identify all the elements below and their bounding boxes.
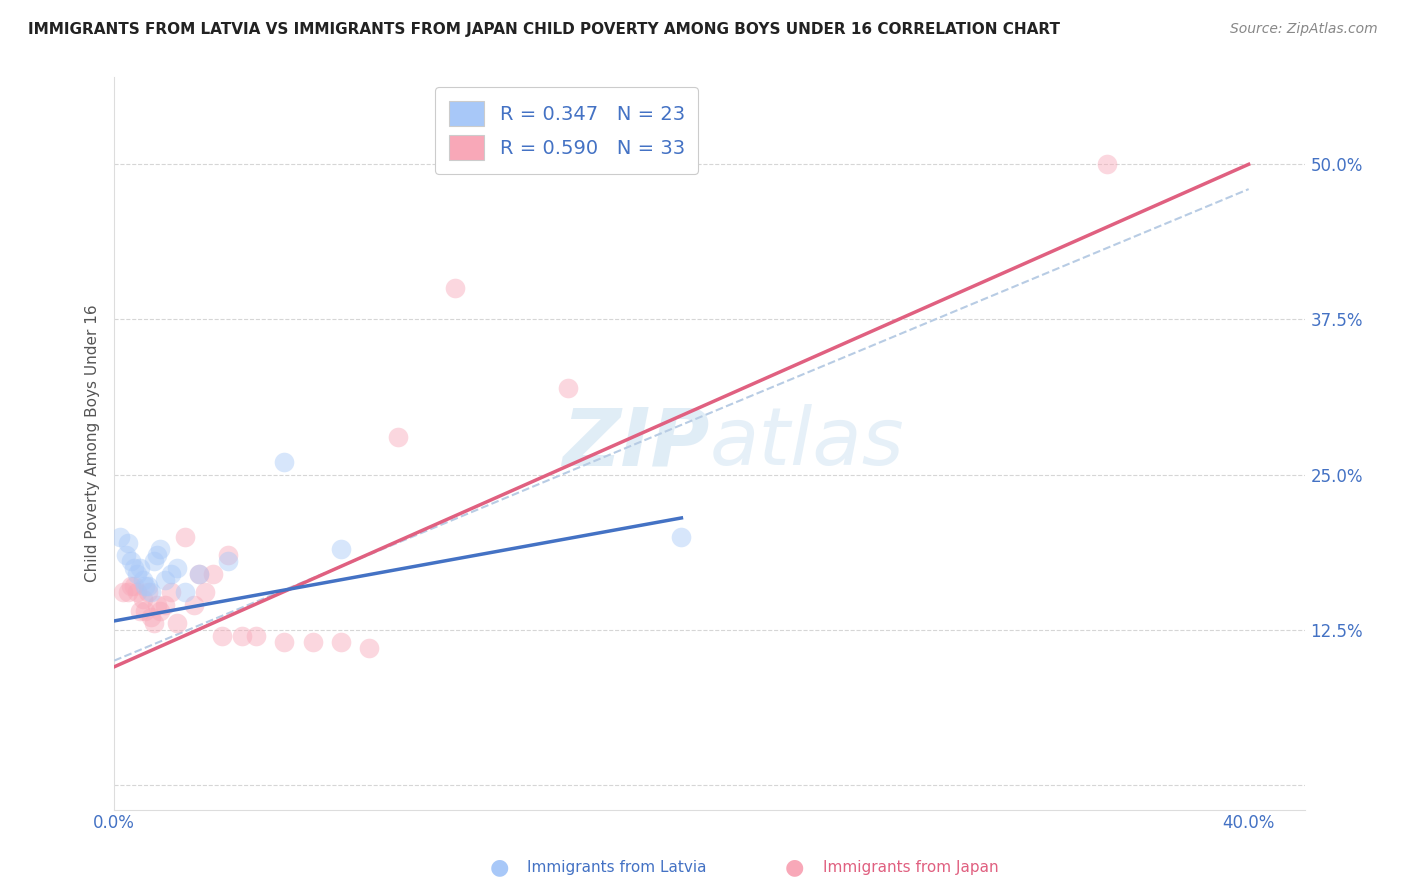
Text: ●: ● — [489, 857, 509, 877]
Point — [139, 610, 162, 624]
Point — [245, 629, 267, 643]
Point — [174, 530, 197, 544]
Point — [202, 566, 225, 581]
Point — [134, 604, 156, 618]
Point — [155, 598, 177, 612]
Point — [183, 598, 205, 612]
Point — [188, 566, 211, 581]
Point — [194, 585, 217, 599]
Point — [1095, 157, 1118, 171]
Point — [142, 554, 165, 568]
Point — [136, 579, 159, 593]
Point — [128, 560, 150, 574]
Point — [231, 629, 253, 643]
Point — [211, 629, 233, 643]
Point — [671, 530, 693, 544]
Point — [557, 381, 579, 395]
Point — [166, 560, 188, 574]
Point — [108, 530, 131, 544]
Y-axis label: Child Poverty Among Boys Under 16: Child Poverty Among Boys Under 16 — [86, 305, 100, 582]
Text: Immigrants from Latvia: Immigrants from Latvia — [527, 860, 707, 874]
Text: IMMIGRANTS FROM LATVIA VS IMMIGRANTS FROM JAPAN CHILD POVERTY AMONG BOYS UNDER 1: IMMIGRANTS FROM LATVIA VS IMMIGRANTS FRO… — [28, 22, 1060, 37]
Point — [122, 579, 145, 593]
Point — [273, 635, 295, 649]
Point — [174, 585, 197, 599]
Point — [145, 598, 167, 612]
Point — [443, 281, 465, 295]
Point — [217, 548, 239, 562]
Point — [134, 579, 156, 593]
Point — [125, 585, 148, 599]
Point — [160, 566, 183, 581]
Point — [120, 579, 142, 593]
Point — [330, 635, 353, 649]
Point — [301, 635, 323, 649]
Point — [111, 585, 134, 599]
Point — [131, 573, 153, 587]
Point — [273, 455, 295, 469]
Text: ●: ● — [785, 857, 804, 877]
Point — [166, 616, 188, 631]
Point — [387, 430, 409, 444]
Point — [131, 591, 153, 606]
Point — [359, 641, 381, 656]
Point — [188, 566, 211, 581]
Point — [125, 566, 148, 581]
Point — [330, 541, 353, 556]
Point — [142, 616, 165, 631]
Point — [148, 604, 170, 618]
Point — [117, 535, 139, 549]
Point — [145, 548, 167, 562]
Point — [155, 573, 177, 587]
Point — [217, 554, 239, 568]
Text: Immigrants from Japan: Immigrants from Japan — [823, 860, 998, 874]
Point — [122, 560, 145, 574]
Text: atlas: atlas — [710, 404, 904, 483]
Text: Source: ZipAtlas.com: Source: ZipAtlas.com — [1230, 22, 1378, 37]
Point — [117, 585, 139, 599]
Point — [128, 604, 150, 618]
Point — [136, 585, 159, 599]
Point — [139, 585, 162, 599]
Point — [148, 541, 170, 556]
Point — [160, 585, 183, 599]
Legend: R = 0.347   N = 23, R = 0.590   N = 33: R = 0.347 N = 23, R = 0.590 N = 33 — [436, 87, 699, 174]
Text: ZIP: ZIP — [562, 404, 710, 483]
Point — [120, 554, 142, 568]
Point — [114, 548, 136, 562]
